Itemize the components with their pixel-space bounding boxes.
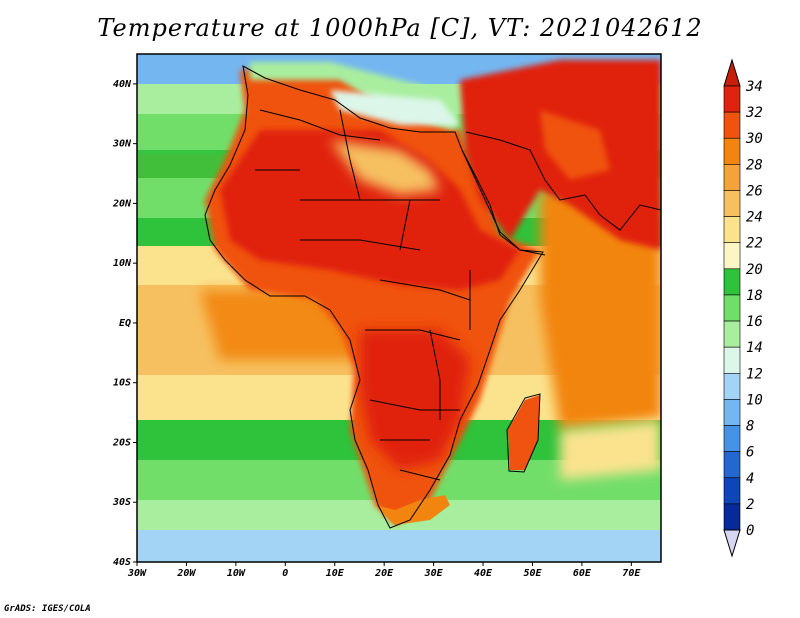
lon-tick-label: 40E xyxy=(474,568,493,579)
map-title: Temperature at 1000hPa [C], VT: 20210426… xyxy=(97,14,703,42)
colorbar-label: 12 xyxy=(746,366,763,382)
colorbar-label: 2 xyxy=(746,497,754,513)
colorbar-segment xyxy=(723,503,741,531)
colorbar-label: 0 xyxy=(746,523,754,539)
lat-tick-label: 20S xyxy=(112,437,131,448)
lon-tick-label: 0 xyxy=(282,568,288,579)
map-frame xyxy=(136,53,662,563)
colorbar-label: 18 xyxy=(746,288,763,304)
colorbar-segment xyxy=(723,242,741,270)
colorbar-label: 4 xyxy=(746,471,754,487)
colorbar-segment xyxy=(723,85,741,113)
lat-tick-label: 40S xyxy=(113,557,131,568)
colorbar-over-triangle xyxy=(723,58,741,87)
lon-tick-label: 30E xyxy=(424,568,444,579)
grads-credit: GrADS: IGES/COLA xyxy=(4,604,91,614)
lat-tick-label: 10S xyxy=(113,378,131,389)
colorbar-segment xyxy=(723,137,741,165)
colorbar-label: 20 xyxy=(746,262,763,278)
colorbar-label: 22 xyxy=(746,236,763,252)
colorbar-under-triangle xyxy=(723,529,741,558)
colorbar-label: 32 xyxy=(745,105,763,121)
colorbar-segment xyxy=(723,111,741,139)
lat-tick-label: 30S xyxy=(112,497,131,508)
lon-tick-label: 10E xyxy=(326,568,345,579)
colorbar-segment xyxy=(723,294,741,322)
lon-tick-label: 10W xyxy=(227,568,246,579)
colorbar-segment xyxy=(723,346,741,374)
lat-tick-label: EQ xyxy=(119,318,131,329)
colorbar-label: 28 xyxy=(746,157,763,173)
colorbar-label: 30 xyxy=(745,131,763,147)
lat-tick-label: 30N xyxy=(112,139,132,150)
colorbar-label: 6 xyxy=(746,445,754,461)
colorbar-segment xyxy=(723,477,741,505)
lon-tick-label: 30W xyxy=(127,568,147,579)
lon-tick-label: 70E xyxy=(622,568,641,579)
colorbar-segment xyxy=(723,451,741,479)
coastlines xyxy=(204,65,661,529)
colorbar-label: 26 xyxy=(746,183,763,199)
colorbar-label: 24 xyxy=(746,210,763,226)
colorbar-segment xyxy=(723,320,741,348)
colorbar-segment xyxy=(723,372,741,400)
lon-tick-label: 60E xyxy=(573,568,592,579)
colorbar-label: 34 xyxy=(745,79,763,95)
lon-tick-label: 50E xyxy=(523,568,542,579)
lon-tick-label: 20E xyxy=(374,568,394,579)
axis-labels: 30W 20W 10W 0 10E 20E 30E 40E 50E 60E 70E 40N 30N 20N… xyxy=(112,79,641,579)
colorbar-label: 14 xyxy=(746,340,763,356)
colorbar-segment xyxy=(723,216,741,244)
colorbar-segment xyxy=(723,164,741,191)
colorbar-label: 10 xyxy=(746,392,763,408)
colorbar-segment xyxy=(723,268,741,296)
lat-tick-label: 20N xyxy=(112,198,132,209)
lat-tick-label: 10N xyxy=(113,258,132,269)
lon-tick-label: 20W xyxy=(176,568,196,579)
colorbar-segment xyxy=(723,399,741,426)
colorbar-segment xyxy=(723,425,741,452)
colorbar-segment xyxy=(723,190,741,217)
lat-tick-label: 40N xyxy=(113,79,132,90)
colorbar-label: 16 xyxy=(746,314,763,330)
temperature-field xyxy=(137,54,661,562)
colorbar-label: 8 xyxy=(746,419,754,435)
